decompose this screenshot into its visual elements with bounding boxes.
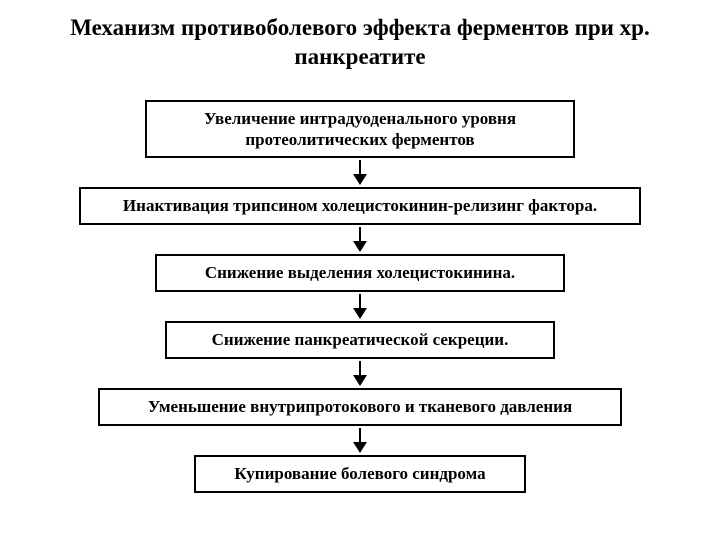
flow-node-n6: Купирование болевого синдрома bbox=[194, 455, 526, 493]
flow-node-n2: Инактивация трипсином холецистокинин-рел… bbox=[79, 187, 641, 225]
arrow-down-icon bbox=[353, 361, 367, 386]
page-title: Механизм противоболевого эффекта фермент… bbox=[0, 0, 720, 72]
flow-node-n1: Увеличение интрадуоденального уровня про… bbox=[145, 100, 575, 159]
arrow-down-icon bbox=[353, 294, 367, 319]
page: Механизм противоболевого эффекта фермент… bbox=[0, 0, 720, 540]
arrow-down-icon bbox=[353, 428, 367, 453]
arrow-down-icon bbox=[353, 227, 367, 252]
flow-node-n4: Снижение панкреатической секреции. bbox=[165, 321, 555, 359]
flow-node-n3: Снижение выделения холецистокинина. bbox=[155, 254, 565, 292]
arrow-down-icon bbox=[353, 160, 367, 185]
flowchart: Увеличение интрадуоденального уровня про… bbox=[0, 100, 720, 494]
flow-node-n5: Уменьшение внутрипротокового и тканевого… bbox=[98, 388, 622, 426]
